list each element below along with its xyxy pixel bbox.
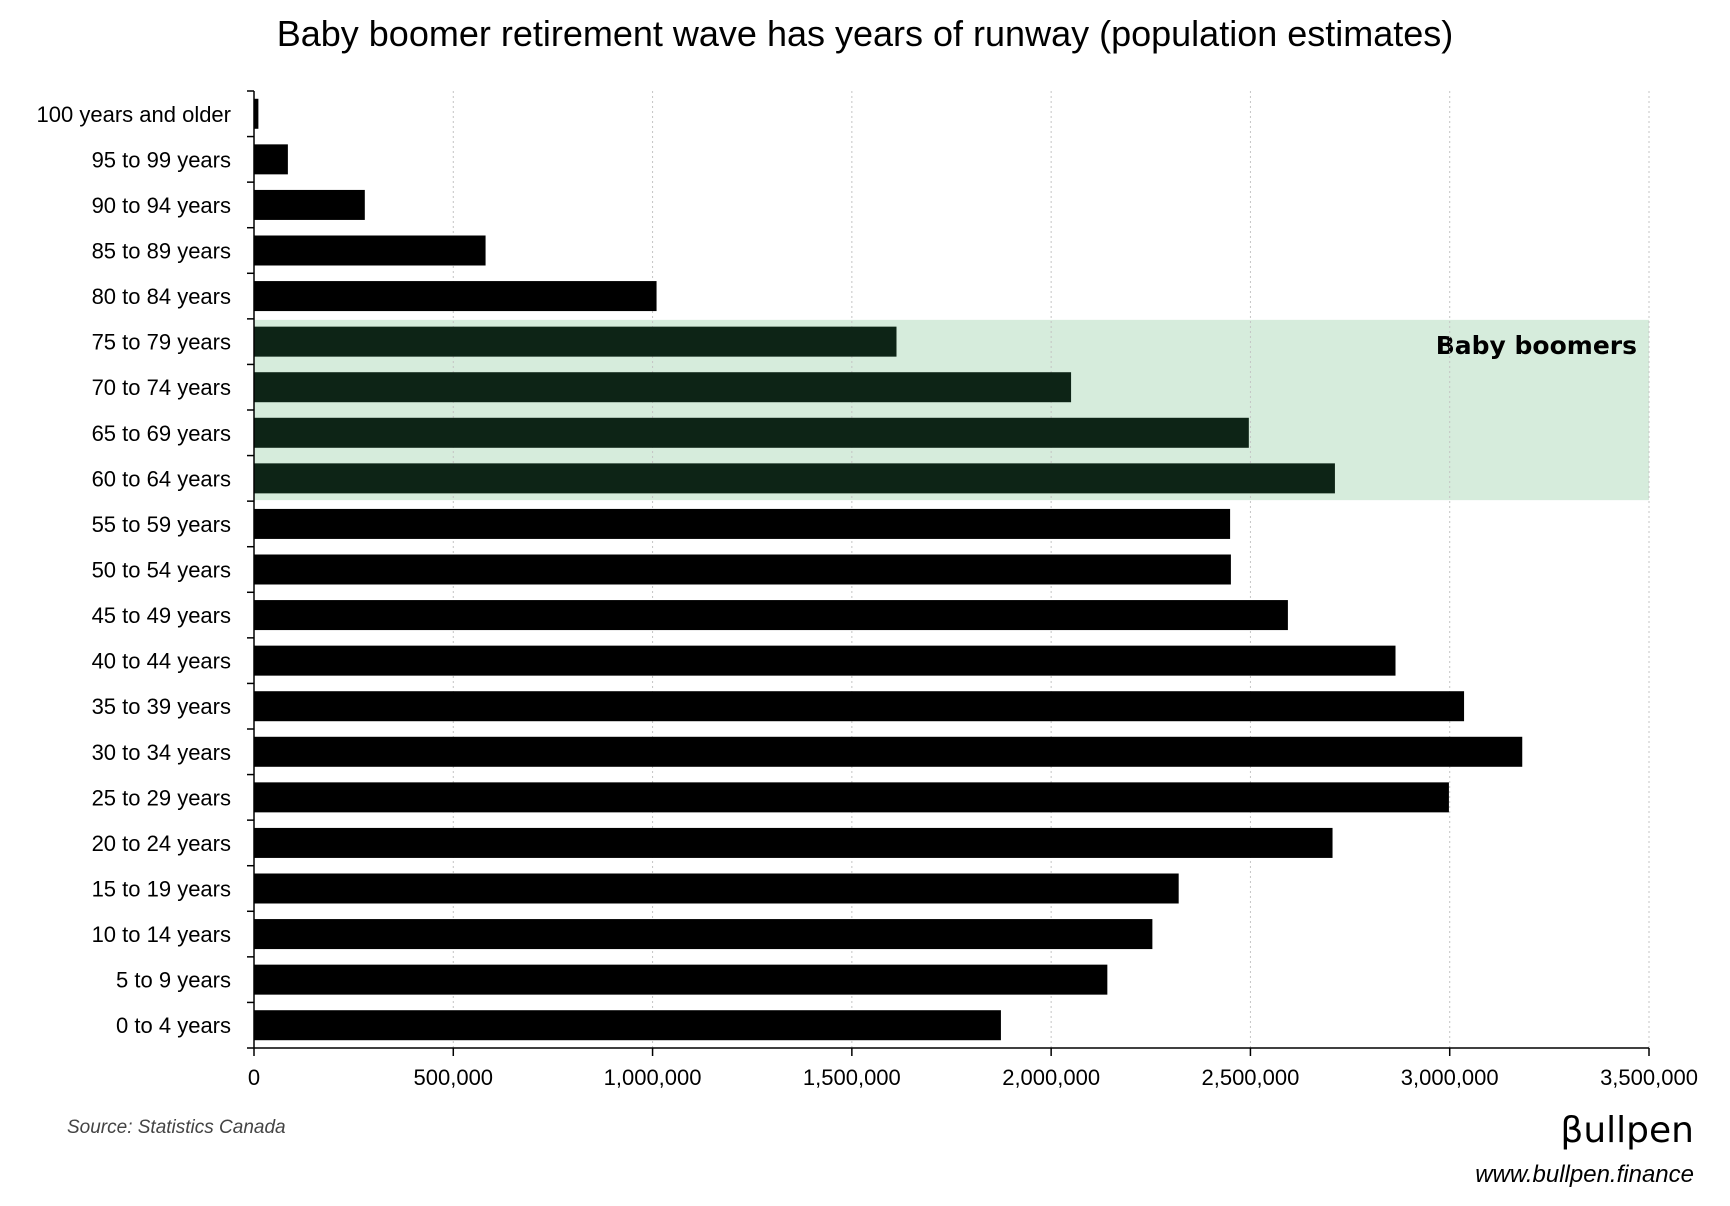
category-label: 75 to 79 years: [92, 330, 231, 355]
bar: [254, 372, 1072, 403]
highlight-band-label: Baby boomers: [1436, 331, 1637, 360]
bar: [254, 736, 1523, 767]
x-tick-label: 0: [248, 1065, 260, 1090]
x-tick-label: 1,000,000: [604, 1065, 702, 1090]
x-tick-label: 2,000,000: [1002, 1065, 1100, 1090]
category-label: 60 to 64 years: [92, 466, 231, 491]
category-label: 10 to 14 years: [92, 922, 231, 947]
bar: [254, 463, 1335, 494]
category-label: 85 to 89 years: [92, 239, 231, 264]
category-label: 5 to 9 years: [116, 968, 231, 993]
category-label: 30 to 34 years: [92, 740, 231, 765]
bar: [254, 417, 1249, 448]
category-label: 0 to 4 years: [116, 1013, 231, 1038]
category-label: 45 to 49 years: [92, 603, 231, 628]
bar: [254, 554, 1231, 585]
bar: [254, 873, 1179, 904]
chart-title: Baby boomer retirement wave has years of…: [277, 13, 1454, 54]
bar: [254, 964, 1108, 995]
x-tick-label: 3,500,000: [1600, 1065, 1698, 1090]
category-label: 40 to 44 years: [92, 649, 231, 674]
x-tick-label: 1,500,000: [803, 1065, 901, 1090]
bar: [254, 144, 288, 175]
category-label: 25 to 29 years: [92, 785, 231, 810]
bar: [254, 919, 1153, 950]
category-label: 90 to 94 years: [92, 193, 231, 218]
bar: [254, 782, 1449, 813]
x-tick-label: 2,500,000: [1201, 1065, 1299, 1090]
website-url: www.bullpen.finance: [1475, 1161, 1694, 1188]
category-label: 20 to 24 years: [92, 831, 231, 856]
category-label: 80 to 84 years: [92, 284, 231, 309]
bar: [254, 326, 897, 357]
bar: [254, 691, 1465, 722]
bar: [254, 827, 1333, 858]
bar: [254, 235, 486, 266]
bar: [254, 189, 365, 220]
category-label: 95 to 99 years: [92, 147, 231, 172]
x-tick-label: 3,000,000: [1401, 1065, 1499, 1090]
category-label: 35 to 39 years: [92, 694, 231, 719]
bar: [254, 508, 1231, 539]
x-tick-label: 500,000: [414, 1065, 494, 1090]
category-label: 100 years and older: [37, 102, 231, 127]
category-label: 55 to 59 years: [92, 512, 231, 537]
category-label: 15 to 19 years: [92, 877, 231, 902]
source-note: Source: Statistics Canada: [67, 1117, 286, 1138]
category-label: 70 to 74 years: [92, 375, 231, 400]
brand-logo: βullpen: [1560, 1110, 1694, 1151]
bar: [254, 600, 1288, 631]
category-label: 65 to 69 years: [92, 421, 231, 446]
bar: [254, 645, 1396, 676]
bar: [254, 1010, 1001, 1041]
category-label: 50 to 54 years: [92, 558, 231, 583]
bar: [254, 98, 259, 129]
bar: [254, 281, 657, 312]
